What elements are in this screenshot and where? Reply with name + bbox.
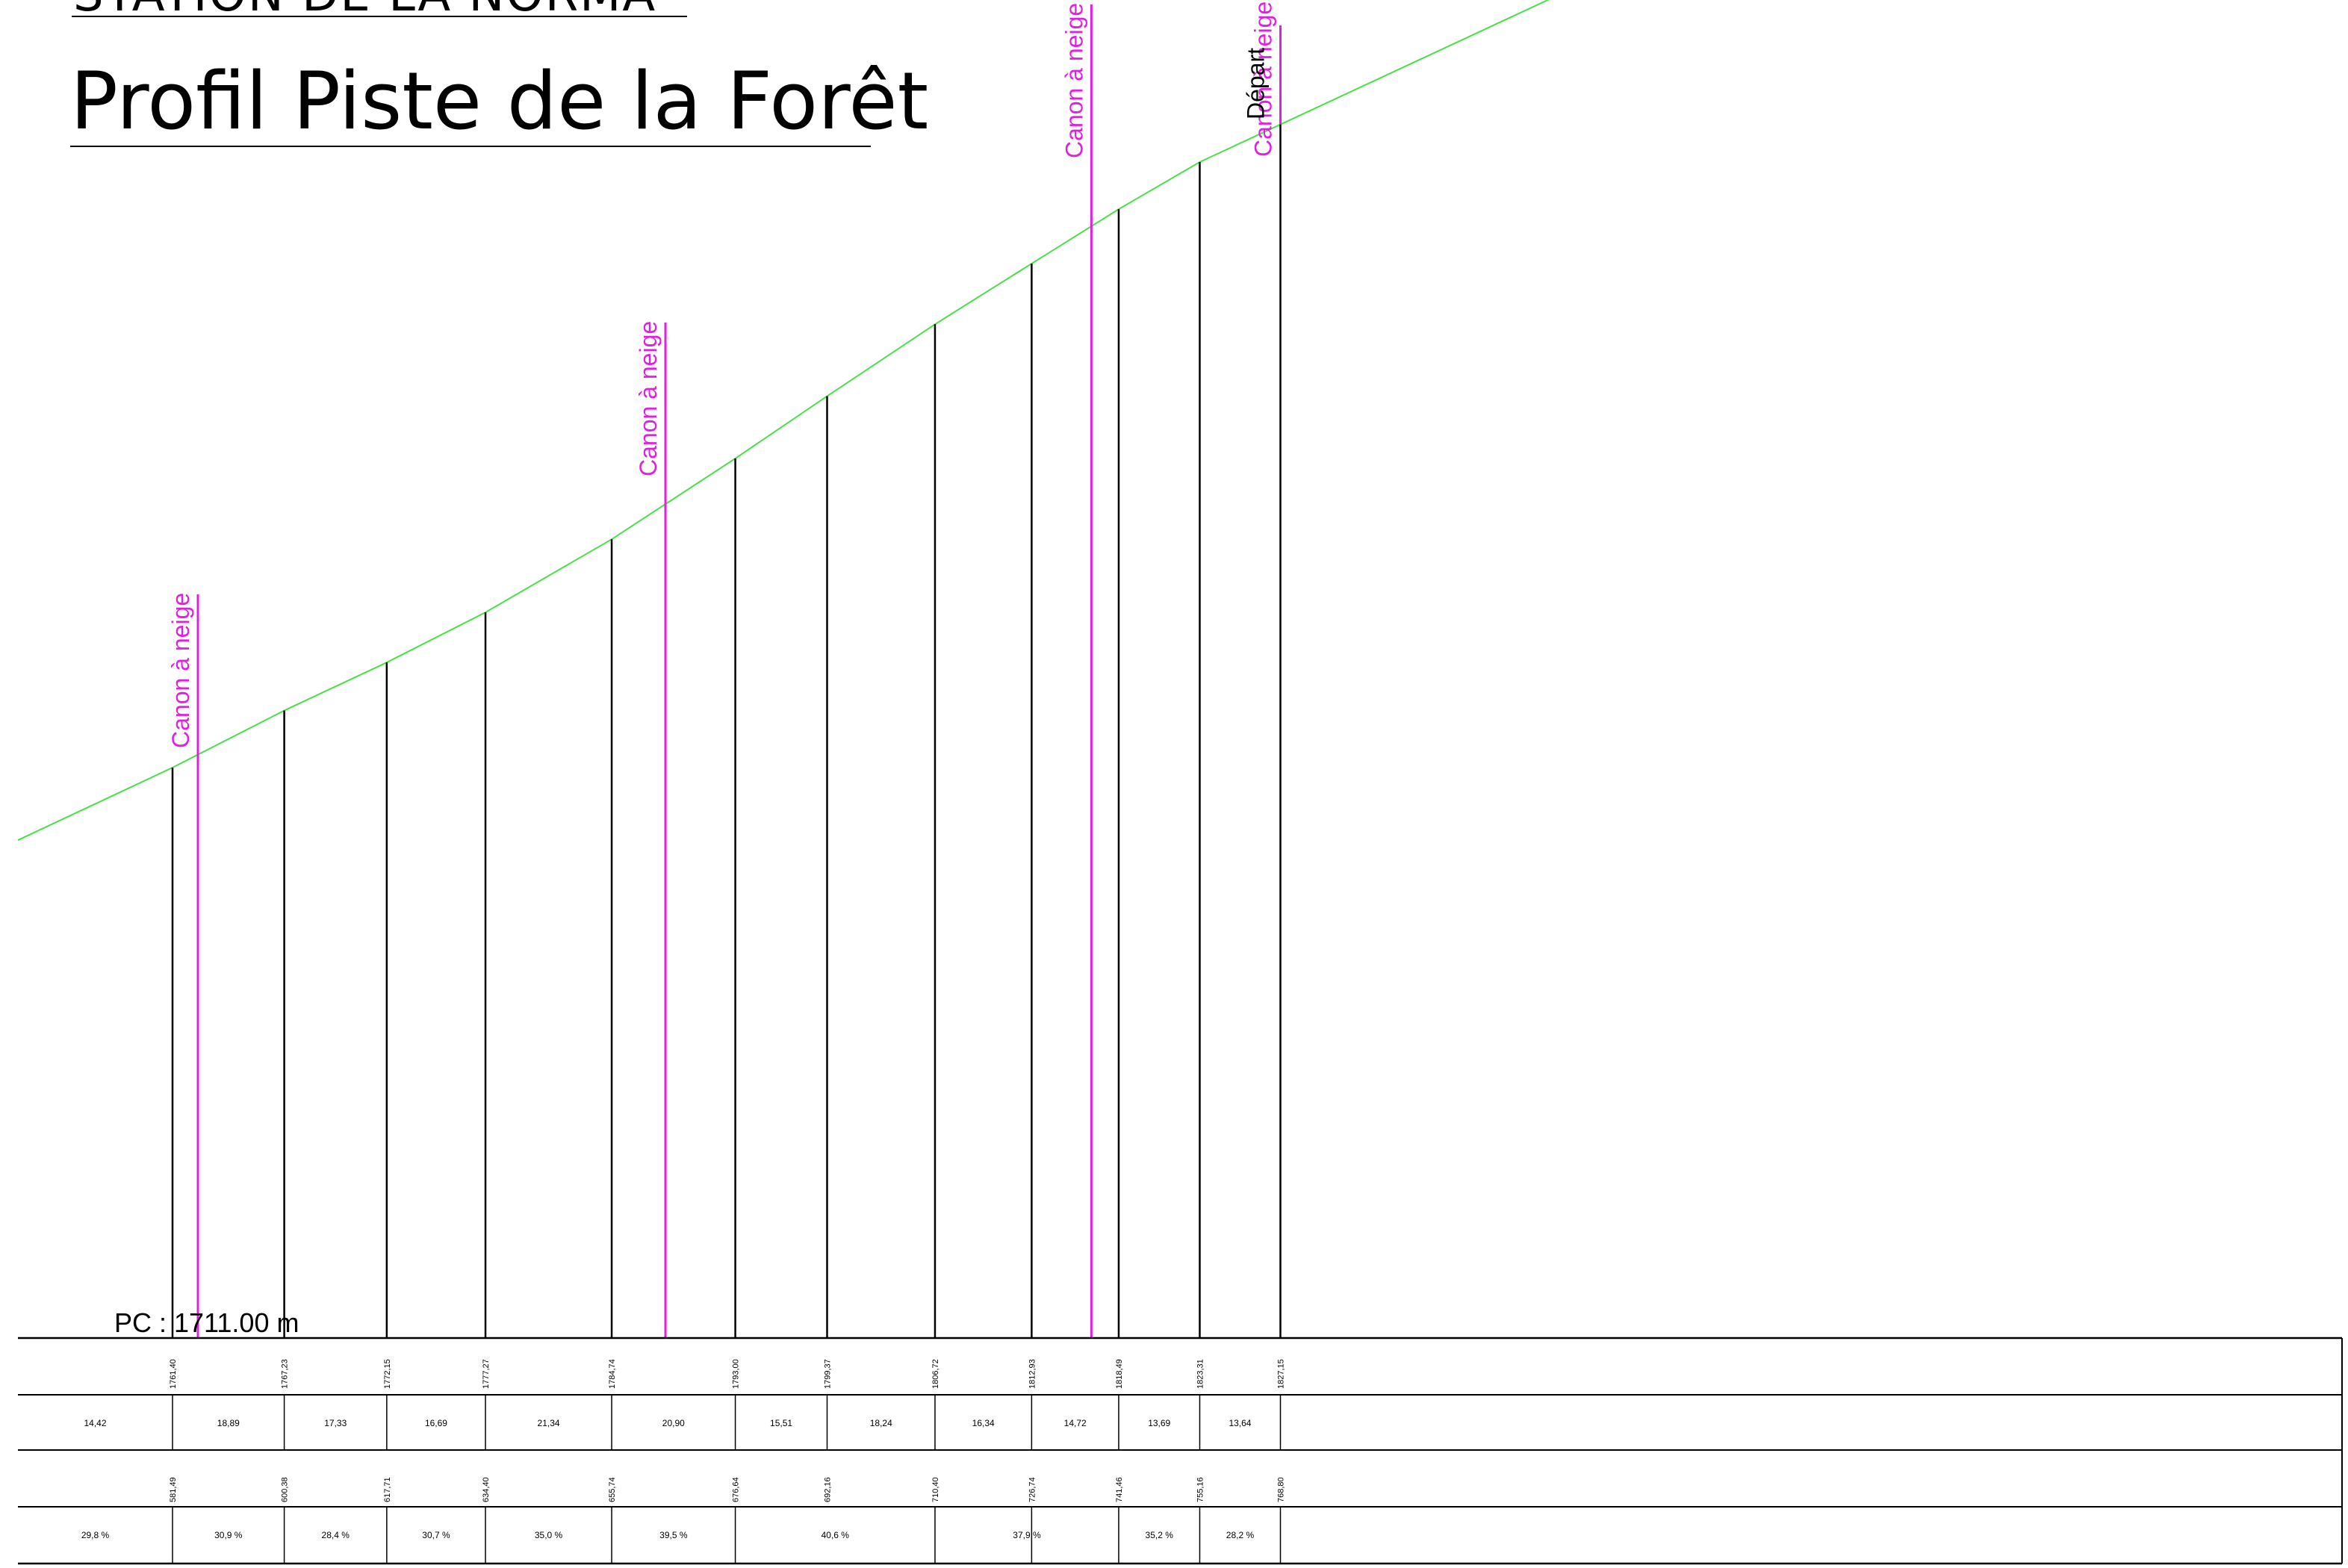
partial-distance-value: 20,90 [662,1418,685,1428]
partial-distance-value: 21,34 [538,1418,560,1428]
partial-distance-value: 14,72 [1064,1418,1087,1428]
slope-value: 30,9 % [214,1530,243,1540]
cumulative-distance-value: 634,40 [482,1477,491,1502]
altitude-value: 1784,74 [608,1359,617,1389]
altitude-value: 1793,00 [732,1359,741,1389]
cumulative-distance-value: 676,64 [732,1477,741,1502]
canon-label: Canon à neige [1249,1,1276,157]
canon-label: Canon à neige [635,321,662,476]
canon-label: Canon à neige [1060,3,1087,158]
depart-label: Départ [1242,48,1269,119]
altitude-value: 1818,49 [1115,1359,1124,1389]
station-subtitle: STATION DE LA NORMA [73,0,656,22]
cumulative-distance-value: 600,38 [281,1477,290,1502]
partial-distance-value: 16,69 [425,1418,447,1428]
terrain-line [17,0,1550,841]
canon-label: Canon à neige [167,593,194,748]
altitude-value: 1812,93 [1028,1359,1037,1389]
table-column-dividers [172,1395,1282,1564]
table-values: 1761,40 1767,23 1772,15 1777,27 1784,74 1793,… [81,1359,1286,1540]
header: STATION DE LA NORMA Profil Piste de la F… [70,0,928,147]
cumulative-distance-value: 617,71 [383,1477,392,1502]
cumulative-distance-value: 726,74 [1028,1477,1037,1502]
partial-distance-value: 17,33 [324,1418,347,1428]
altitude-value: 1806,72 [931,1359,940,1389]
partial-distance-value: 15,51 [770,1418,792,1428]
plan-comparaison-label: PC : 1711.00 m [114,1307,299,1338]
slope-value: 39,5 % [659,1530,688,1540]
slope-value: 40,6 % [822,1530,850,1540]
slope-value: 29,8 % [81,1530,110,1540]
cumulative-distance-value: 768,80 [1276,1477,1285,1502]
altitude-value: 1823,31 [1196,1359,1205,1389]
slope-value: 28,4 % [322,1530,350,1540]
cumulative-distance-value: 741,46 [1115,1477,1124,1502]
station-verticals [171,124,1282,1338]
altitude-value: 1772,15 [383,1359,392,1389]
cumulative-distance-value: 755,16 [1196,1477,1205,1502]
altitude-value: 1761,40 [169,1359,178,1389]
altitude-value: 1799,37 [824,1359,833,1389]
cumulative-distance-value: 710,40 [931,1477,940,1502]
slope-value: 35,0 % [535,1530,563,1540]
terrain-layer [17,0,1550,841]
slope-value: 30,7 % [422,1530,450,1540]
partial-distance-value: 18,89 [217,1418,240,1428]
canons-a-neige: Canon à neige Canon à neige Canon à neige C… [167,1,1282,1338]
partial-distance-value: 13,69 [1148,1418,1170,1428]
slope-value: 37,9 % [1013,1530,1041,1540]
altitude-value: 1827,15 [1276,1359,1285,1389]
partial-distance-value: 18,24 [870,1418,892,1428]
partial-distance-value: 16,34 [972,1418,995,1428]
page-title: Profil Piste de la Forêt [70,55,928,147]
cumulative-distance-value: 692,16 [824,1477,833,1502]
slope-value: 28,2 % [1226,1530,1255,1540]
partial-distance-value: 13,64 [1229,1418,1251,1428]
profile-table-grid [18,1337,2343,1565]
slope-value: 35,2 % [1146,1530,1174,1540]
cumulative-distance-value: 655,74 [608,1477,617,1502]
altitude-value: 1777,27 [482,1359,491,1389]
altitude-value: 1767,23 [281,1359,290,1389]
cumulative-distance-value: 581,49 [169,1477,178,1502]
partial-distance-value: 14,42 [84,1418,106,1428]
